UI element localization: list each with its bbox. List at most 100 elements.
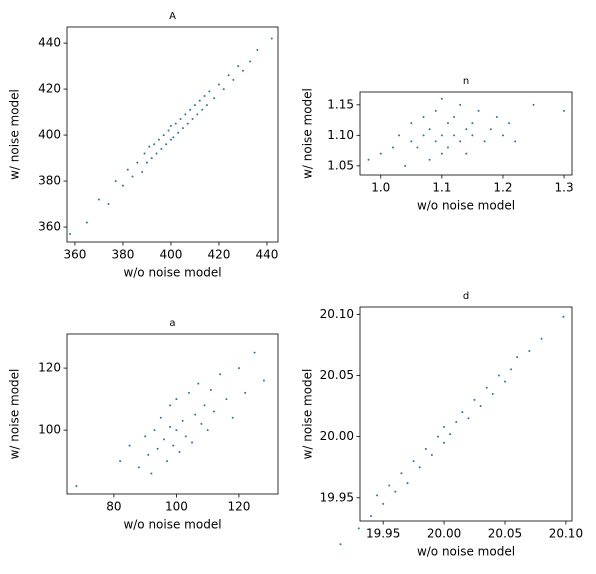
point xyxy=(191,441,194,444)
point xyxy=(477,109,480,112)
point xyxy=(410,122,413,125)
point xyxy=(262,379,265,382)
point xyxy=(203,94,206,97)
point xyxy=(424,447,427,450)
point xyxy=(440,97,443,100)
y-axis-label: w/ noise model xyxy=(301,369,315,460)
point xyxy=(471,122,474,125)
point xyxy=(453,134,456,137)
y-tick-label: 100 xyxy=(38,423,61,437)
point xyxy=(191,117,194,120)
point xyxy=(459,140,462,143)
point xyxy=(244,391,247,394)
point xyxy=(169,404,172,407)
point xyxy=(491,392,494,395)
point xyxy=(398,134,401,137)
point xyxy=(144,435,147,438)
y-tick-label: 380 xyxy=(38,174,61,188)
point xyxy=(357,527,360,530)
x-tick-label: 380 xyxy=(111,248,134,262)
x-axis-label: w/o noise model xyxy=(417,199,515,213)
point xyxy=(446,122,449,125)
point xyxy=(213,97,216,100)
point xyxy=(177,131,180,134)
x-axis-label: w/o noise model xyxy=(417,545,515,559)
y-tick-label: 19.95 xyxy=(320,490,354,504)
point xyxy=(495,116,498,119)
point xyxy=(270,37,273,40)
point xyxy=(198,99,201,102)
point xyxy=(391,146,394,149)
axes-frame xyxy=(359,306,573,522)
point xyxy=(400,472,403,475)
point xyxy=(532,103,535,106)
point xyxy=(128,444,131,447)
point xyxy=(483,140,486,143)
point xyxy=(155,152,158,155)
point xyxy=(465,152,468,155)
point xyxy=(232,78,235,81)
point xyxy=(479,405,482,408)
point xyxy=(212,410,215,413)
point xyxy=(412,460,415,463)
point xyxy=(162,134,165,137)
point xyxy=(428,158,431,161)
point xyxy=(540,337,543,340)
point xyxy=(184,435,187,438)
point xyxy=(428,128,431,131)
x-tick-label: 1.0 xyxy=(371,181,390,195)
point xyxy=(162,438,165,441)
y-tick-label: 20.10 xyxy=(320,307,354,321)
point xyxy=(193,104,196,107)
point xyxy=(528,350,531,353)
point xyxy=(339,543,342,546)
x-tick-label: 80 xyxy=(106,500,121,514)
x-tick-label: 440 xyxy=(256,248,279,262)
point xyxy=(489,128,492,131)
point xyxy=(143,152,146,155)
point xyxy=(461,411,464,414)
point xyxy=(473,398,476,401)
chart-title: d xyxy=(463,291,469,302)
point xyxy=(209,388,212,391)
point xyxy=(178,450,181,453)
point xyxy=(137,466,140,469)
point xyxy=(147,453,150,456)
point xyxy=(440,134,443,137)
point xyxy=(165,143,168,146)
point xyxy=(388,484,391,487)
axes-frame xyxy=(66,26,279,243)
point xyxy=(503,380,506,383)
point xyxy=(225,398,228,401)
x-tick-label: 19.95 xyxy=(366,527,400,541)
point xyxy=(131,175,134,178)
point xyxy=(172,136,175,139)
point xyxy=(231,416,234,419)
point xyxy=(153,143,156,146)
point xyxy=(186,122,189,125)
y-axis-label: w/ noise model xyxy=(8,369,22,460)
point xyxy=(465,128,468,131)
point xyxy=(153,429,156,432)
point xyxy=(179,117,182,120)
y-tick-label: 20.00 xyxy=(320,429,354,443)
point xyxy=(75,484,78,487)
point xyxy=(69,232,72,235)
y-tick-label: 1.10 xyxy=(327,128,354,142)
point xyxy=(203,404,206,407)
point xyxy=(453,116,456,119)
y-tick-label: 20.05 xyxy=(320,368,354,382)
point xyxy=(404,164,407,167)
x-tick-label: 20.10 xyxy=(549,527,583,541)
point xyxy=(253,351,256,354)
x-tick-label: 420 xyxy=(207,248,230,262)
point xyxy=(172,444,175,447)
point xyxy=(174,122,177,125)
point xyxy=(222,88,225,91)
point xyxy=(501,134,504,137)
point xyxy=(159,416,162,419)
point xyxy=(237,367,240,370)
point xyxy=(440,152,443,155)
point xyxy=(201,108,204,111)
